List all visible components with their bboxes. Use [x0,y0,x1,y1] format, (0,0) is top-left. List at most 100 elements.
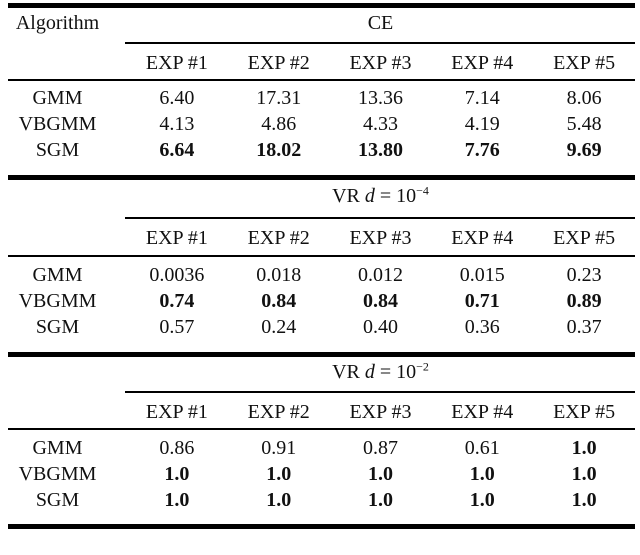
exp-header: EXP #1 [145,52,208,74]
rule-header-section-1 [8,79,635,81]
rule-cmid-section-2 [125,217,635,219]
exp-header-row: EXP #1 EXP #2 EXP #3 EXP #4 EXP #5 [8,50,635,76]
cell: 0.57 [159,316,195,338]
section-title-mid: = 10 [374,361,417,383]
spacer [107,111,126,137]
cell: 1.0 [266,463,292,485]
cell: 5.48 [566,113,602,135]
cell: 0.018 [256,264,302,286]
row-label: GMM [32,264,83,286]
cell: 0.87 [362,437,398,459]
cell: 0.74 [159,290,195,312]
cell: 7.76 [464,139,500,161]
cell: 0.24 [261,316,297,338]
table-row: GMM 6.40 17.31 13.36 7.14 8.06 [8,85,635,111]
section-title-row: VR d = 10−4 [8,183,635,209]
exp-header: EXP #2 [247,401,310,423]
cell: 6.40 [159,87,195,109]
row-label: GMM [32,437,83,459]
cell: 0.84 [362,290,398,312]
cell: 0.40 [362,316,398,338]
table-row: SGM 1.0 1.0 1.0 1.0 1.0 [8,487,635,513]
spacer [107,183,126,209]
section-title-sup: −2 [416,359,429,374]
exp-header: EXP #4 [451,401,514,423]
spacer [107,10,126,36]
rule-top-thick [8,3,635,8]
exp-header: EXP #4 [451,227,514,249]
section-title-vr-1e-2: VR d = 10−2 [126,359,635,385]
empty-cell [8,50,107,76]
cell: 4.19 [464,113,500,135]
exp-header: EXP #3 [349,227,412,249]
spacer [107,399,126,425]
section-title-var: d [364,361,375,383]
cell: 1.0 [571,489,597,511]
rule-divider-thick-1 [8,175,635,180]
spacer [107,359,126,385]
exp-header: EXP #5 [553,401,616,423]
cell: 0.86 [159,437,195,459]
section-title-mid: = 10 [374,185,417,207]
cell: 1.0 [571,437,597,459]
header-row: Algorithm CE [8,10,635,36]
table-row: GMM 0.86 0.91 0.87 0.61 1.0 [8,435,635,461]
table-row: VBGMM 1.0 1.0 1.0 1.0 1.0 [8,461,635,487]
exp-header: EXP #5 [553,52,616,74]
empty-cell [8,359,107,385]
row-label: GMM [32,87,83,109]
section-title-sup: −4 [416,183,429,198]
exp-header-row: EXP #1 EXP #2 EXP #3 EXP #4 EXP #5 [8,399,635,425]
section-title-var: d [364,185,375,207]
rule-header-section-3 [8,428,635,430]
cell: 9.69 [566,139,602,161]
row-label: VBGMM [18,463,97,485]
cell: 0.37 [566,316,602,338]
empty-cell [8,225,107,251]
cell: 0.91 [261,437,297,459]
spacer [107,461,126,487]
rule-cmid-section-1 [125,42,635,44]
cell: 0.84 [261,290,297,312]
row-label: SGM [35,139,80,161]
cell: 7.14 [464,87,500,109]
exp-header: EXP #1 [145,227,208,249]
exp-header: EXP #2 [247,52,310,74]
exp-header: EXP #1 [145,401,208,423]
cell: 1.0 [571,463,597,485]
section-title-vr-1e-4: VR d = 10−4 [126,183,635,209]
spacer [107,225,126,251]
section-title-text: VR [332,185,365,207]
cell: 0.89 [566,290,602,312]
spacer [107,85,126,111]
empty-cell [8,183,107,209]
cell: 0.23 [566,264,602,286]
algorithm-column-header: Algorithm [15,12,100,34]
table-row: SGM 6.64 18.02 13.80 7.76 9.69 [8,137,635,163]
row-label: SGM [35,316,80,338]
cell: 1.0 [367,463,393,485]
cell: 1.0 [469,489,495,511]
section-title-ce: CE [126,10,635,36]
section-title-row: VR d = 10−2 [8,359,635,385]
table-row: SGM 0.57 0.24 0.40 0.36 0.37 [8,314,635,340]
cell: 0.61 [464,437,500,459]
spacer [107,50,126,76]
table-row: GMM 0.0036 0.018 0.012 0.015 0.23 [8,262,635,288]
cell: 0.71 [464,290,500,312]
cell: 1.0 [469,463,495,485]
exp-header: EXP #3 [349,401,412,423]
spacer [107,314,126,340]
cell: 4.86 [261,113,297,135]
rule-divider-thick-2 [8,352,635,357]
spacer [107,435,126,461]
cell: 0.012 [357,264,403,286]
empty-cell [8,399,107,425]
cell: 0.36 [464,316,500,338]
spacer [107,487,126,513]
section-title-text: VR [332,361,365,383]
cell: 1.0 [164,489,190,511]
row-label: VBGMM [18,113,97,135]
cell: 18.02 [256,139,302,161]
